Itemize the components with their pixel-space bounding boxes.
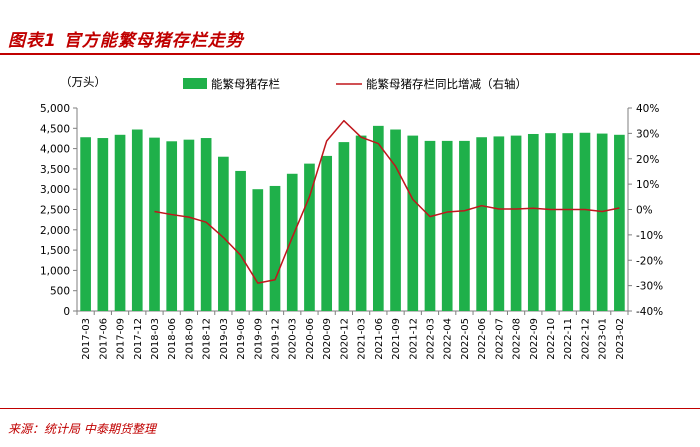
bar: [372, 125, 384, 311]
x-tick-label: 2021-03: [357, 318, 368, 360]
x-tick-label: 2021-09: [391, 318, 402, 360]
x-tick-label: 2019-03: [219, 318, 230, 360]
bar-series: [80, 125, 625, 311]
bar: [269, 185, 281, 311]
y2-tick-label: -40%: [636, 306, 663, 318]
bar: [596, 133, 608, 311]
bar: [338, 142, 350, 311]
bar: [407, 135, 419, 311]
bar: [527, 133, 539, 311]
x-tick-label: 2018-09: [184, 318, 195, 360]
x-tick-label: 2018-03: [150, 318, 161, 360]
pig-inventory-chart: 0 500 1,000 1,500 2,000 2,500 3,000 3,500 4,000 4…: [40, 75, 663, 360]
x-tick-label: 2021-12: [408, 318, 419, 360]
y-tick-label: 500: [50, 286, 70, 298]
y-tick-label: 1,000: [40, 265, 70, 277]
bar: [476, 137, 487, 311]
x-tick-label: 2022-06: [477, 318, 488, 360]
chart-legend: 能繁母猪存栏 能繁母猪存栏同比增减（右轴）: [183, 77, 527, 91]
x-tick-label: 2017-09: [116, 318, 127, 360]
footer-divider: [0, 408, 700, 409]
x-tick-label: 2022-08: [512, 318, 523, 360]
bar: [80, 137, 91, 311]
bar: [235, 170, 246, 311]
y2-tick-label: 10%: [636, 179, 659, 191]
legend-bar-label: 能繁母猪存栏: [211, 77, 280, 91]
bar: [562, 133, 574, 311]
source-note: 来源：统计局 中泰期货整理: [8, 422, 156, 436]
y2-tick-label: -10%: [636, 230, 663, 242]
bar: [97, 138, 109, 311]
bar: [131, 129, 143, 311]
bar: [441, 140, 453, 311]
bar: [510, 135, 522, 311]
y-tick-label: 5,000: [40, 103, 70, 115]
bar: [545, 133, 556, 311]
legend-line-label: 能繁母猪存栏同比增减（右轴）: [366, 77, 527, 91]
x-tick-label: 2023-02: [615, 318, 626, 360]
x-tick-label: 2017-12: [133, 318, 144, 360]
y2-tick-label: 40%: [636, 103, 659, 115]
y-tick-label: 3,500: [40, 164, 70, 176]
x-tick-label: 2019-12: [271, 318, 282, 360]
y2-tick-label: -30%: [636, 281, 663, 293]
bar: [286, 173, 298, 311]
bar: [355, 135, 367, 311]
x-tick-label: 2022-05: [460, 318, 471, 360]
yoy-line: [154, 119, 620, 284]
x-tick-label: 2018-06: [167, 318, 178, 360]
bar: [614, 134, 625, 311]
y-tick-label: 3,000: [40, 184, 70, 196]
bar: [424, 140, 436, 311]
bar: [304, 163, 315, 311]
bar: [149, 137, 160, 311]
x-tick-label: 2019-09: [253, 318, 264, 360]
x-tick-label: 2022-10: [546, 318, 557, 360]
title-divider: [0, 53, 700, 55]
x-tick-label: 2023-01: [598, 318, 609, 360]
bar: [321, 155, 333, 311]
bar: [200, 138, 212, 311]
x-tick-label: 2021-06: [374, 318, 385, 360]
y-tick-label: 4,500: [40, 123, 70, 135]
x-tick-label: 2018-12: [202, 318, 213, 360]
x-tick-label: 2022-07: [494, 318, 505, 360]
y-tick-label: 0: [63, 306, 70, 318]
bar: [390, 129, 401, 311]
y-tick-label: 1,500: [40, 245, 70, 257]
bar: [493, 136, 505, 311]
y2-tick-label: 0%: [636, 205, 653, 217]
bar: [183, 139, 195, 311]
x-tick-label: 2017-03: [81, 318, 92, 360]
bar: [579, 132, 591, 311]
x-tick-label: 2022-12: [580, 318, 591, 360]
x-tick-label: 2020-06: [305, 318, 316, 360]
chart-labels: 0 500 1,000 1,500 2,000 2,500 3,000 3,500 4,000 4…: [40, 75, 663, 360]
x-tick-label: 2022-04: [443, 318, 454, 360]
y2-tick-label: -20%: [636, 255, 663, 267]
x-tick-label: 2020-03: [288, 318, 299, 360]
y-unit-label: （万头）: [60, 75, 106, 89]
bar: [459, 140, 470, 311]
bar: [114, 134, 126, 311]
y2-tick-label: 20%: [636, 154, 659, 166]
x-tick-label: 2022-09: [529, 318, 540, 360]
x-tick-label: 2017-06: [98, 318, 109, 360]
legend-bar-swatch: [183, 78, 207, 89]
line-series: [154, 119, 620, 284]
bar: [166, 141, 178, 311]
x-tick-label: 2020-12: [339, 318, 350, 360]
y-tick-label: 2,500: [40, 205, 70, 217]
bar: [218, 156, 229, 311]
figure-title: 图表1 官方能繁母猪存栏走势: [8, 31, 244, 51]
x-tick-label: 2022-03: [425, 318, 436, 360]
bar: [252, 189, 264, 311]
x-tick-label: 2019-06: [236, 318, 247, 360]
y-tick-label: 4,000: [40, 144, 70, 156]
x-tick-label: 2020-09: [322, 318, 333, 360]
x-tick-label: 2022-11: [563, 318, 574, 360]
y-tick-label: 2,000: [40, 225, 70, 237]
y2-tick-label: 30%: [636, 128, 659, 140]
